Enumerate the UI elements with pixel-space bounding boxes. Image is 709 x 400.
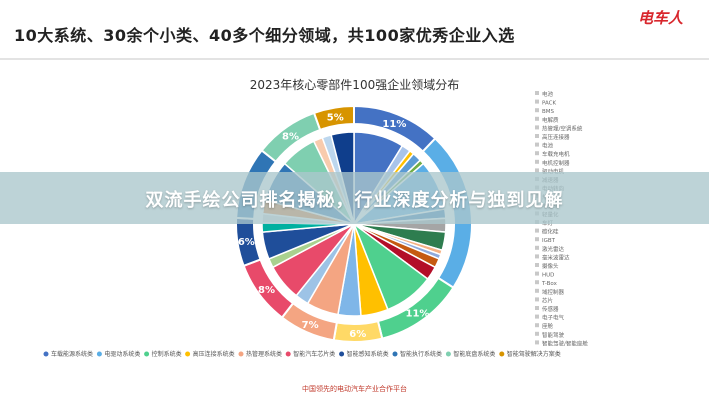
legend-marker — [285, 351, 291, 357]
right-label: 传感器 — [542, 305, 559, 313]
right-label: 电池 — [542, 90, 554, 98]
right-label: 摄像头 — [542, 262, 559, 270]
label-marker — [535, 142, 539, 147]
right-label: IGBT — [542, 238, 556, 244]
label-marker — [535, 271, 539, 276]
legend-marker — [499, 351, 505, 357]
label-marker — [535, 116, 539, 121]
legend-label: 智能驾驶解决方案类 — [507, 350, 561, 358]
legend-marker — [96, 351, 102, 357]
pie-ring-label: 8% — [282, 131, 299, 142]
legend-marker — [339, 351, 345, 357]
pie-ring-label: 11% — [382, 119, 406, 130]
right-label: 域控制器 — [542, 288, 565, 296]
legend-label: 电驱动系统类 — [104, 350, 140, 358]
legend-marker — [185, 351, 191, 357]
legend-marker — [238, 351, 244, 357]
right-label: 电解质 — [542, 116, 559, 124]
legend-label: 智能汽车芯片类 — [293, 350, 335, 358]
header-divider — [0, 58, 709, 60]
pie-ring-label: 11% — [405, 309, 429, 320]
label-marker — [535, 331, 539, 336]
pie-ring-label: 6% — [349, 329, 366, 340]
label-marker — [535, 323, 539, 328]
label-marker — [535, 228, 539, 233]
pie-ring-label: 7% — [302, 320, 319, 331]
label-marker — [535, 134, 539, 138]
label-marker — [535, 168, 539, 173]
pie-ring-label: 6% — [238, 237, 255, 248]
right-label: 座舱 — [542, 322, 554, 330]
label-marker — [535, 237, 539, 242]
label-marker — [535, 280, 539, 285]
right-label: 电池 — [542, 142, 554, 150]
right-label: 电机控制器 — [542, 159, 570, 167]
legend-label: 车载能源系统类 — [51, 350, 93, 358]
legend-label: 高压连接系统类 — [193, 350, 235, 358]
legend-label: 智能执行系统类 — [400, 350, 442, 358]
label-marker — [535, 288, 539, 293]
banner-headline: 双流手绘公司排名揭秘，行业深度分析与独到见解 — [145, 190, 564, 211]
right-label: 毫米波雷达 — [542, 253, 570, 261]
pie-ring-segment — [312, 104, 355, 132]
legend-marker — [43, 351, 49, 357]
label-marker — [535, 297, 539, 302]
label-marker — [535, 314, 539, 319]
right-label: 电子电气 — [542, 314, 565, 322]
header: 10大系统、30余个小类、40多个细分领域，共100家优秀企业入选 电车人 — [0, 0, 709, 62]
right-label: 芯片 — [542, 296, 553, 304]
right-label: PACK — [542, 101, 556, 107]
label-marker — [535, 245, 539, 250]
footer-text: 中国领先的电动汽车产业合作平台 — [302, 385, 407, 393]
brand-logo: 电车人 — [637, 9, 683, 27]
pie-ring-label: 8% — [258, 285, 275, 296]
header-title: 10大系统、30余个小类、40多个细分领域，共100家优秀企业入选 — [14, 26, 515, 45]
right-label: 激光雷达 — [542, 245, 565, 253]
legend-label: 控制系统类 — [152, 350, 182, 358]
label-marker — [535, 306, 539, 310]
pie-ring-label: 5% — [327, 113, 344, 124]
label-marker — [535, 91, 539, 95]
right-label: 碳化硅 — [542, 228, 559, 236]
label-marker — [535, 340, 539, 345]
label-marker — [535, 99, 539, 104]
right-label: HUD — [542, 273, 554, 279]
legend-label: 智能感知系统类 — [347, 350, 389, 358]
right-label: 智能驾驶 — [542, 331, 565, 339]
label-marker — [535, 254, 539, 259]
overlay-banner: 双流手绘公司排名揭秘，行业深度分析与独到见解 — [0, 172, 709, 224]
right-label: BMS — [542, 109, 555, 115]
label-marker — [535, 151, 539, 156]
legend-marker — [445, 351, 451, 357]
label-marker — [535, 125, 539, 130]
label-marker — [535, 108, 539, 113]
label-marker — [535, 159, 539, 164]
legend-label: 智能底盘系统类 — [453, 350, 495, 358]
right-label: 驱动电机 — [542, 167, 565, 175]
right-label: 高压连接器 — [542, 133, 570, 141]
label-marker — [535, 263, 539, 267]
right-label: 智能驾驶/智能座舱 — [542, 339, 588, 347]
legend-marker — [392, 351, 398, 357]
right-label: 车载充电机 — [542, 150, 570, 158]
legend-marker — [144, 351, 150, 357]
right-label: 热管理/空调系统 — [542, 124, 583, 132]
chart-title: 2023年核心零部件100强企业领域分布 — [249, 78, 460, 92]
right-label: T-Box — [541, 281, 558, 287]
legend-label: 热管理系统类 — [246, 350, 282, 358]
